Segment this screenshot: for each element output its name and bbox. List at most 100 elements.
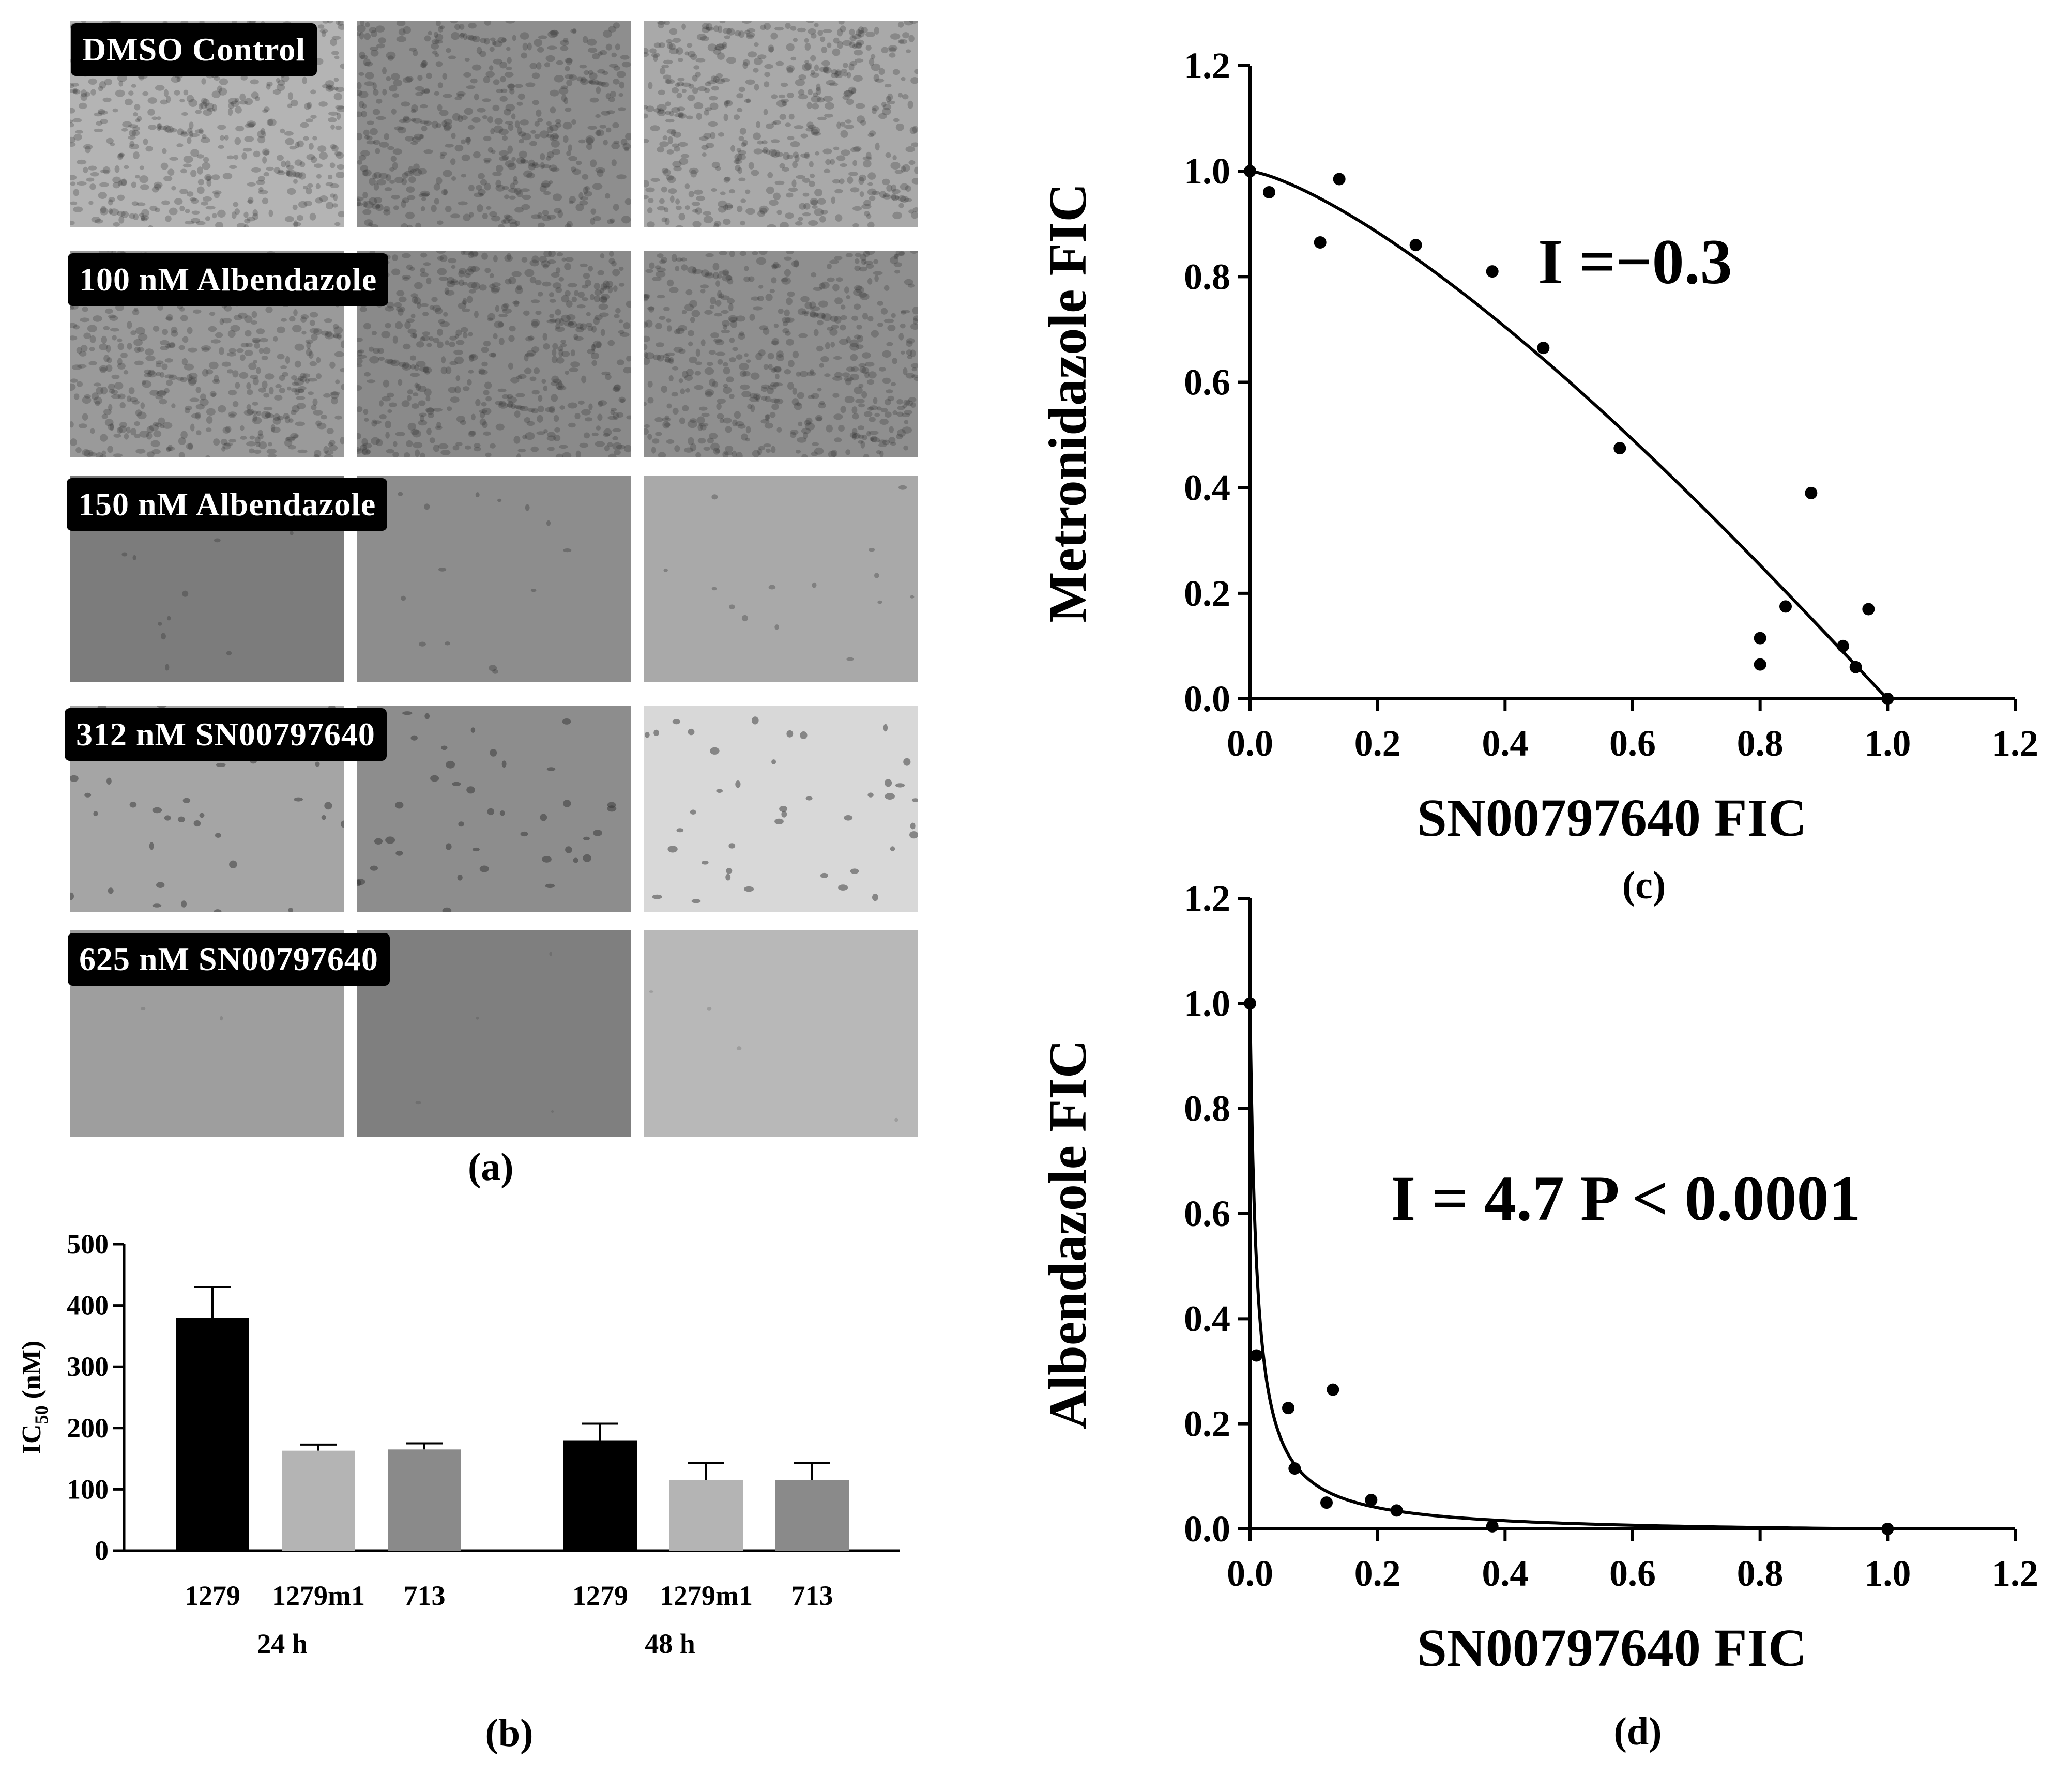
cell-speck [245, 123, 254, 128]
cell-speck [516, 190, 523, 197]
cell-speck [163, 176, 173, 181]
cell-speck [769, 46, 774, 53]
cell-speck [865, 264, 874, 269]
cell-speck [565, 66, 570, 72]
y-tick-label: 100 [67, 1474, 109, 1505]
cell-speck [362, 209, 372, 215]
cell-speck [590, 353, 599, 360]
cell-speck [736, 452, 743, 457]
cell-speck [781, 277, 791, 285]
cell-speck [561, 94, 567, 102]
cell-speck [595, 441, 605, 447]
cell-speck [293, 434, 299, 439]
cell-speck [445, 144, 454, 148]
cell-speck [485, 396, 492, 402]
cell-speck [550, 29, 559, 37]
cell-speck [804, 38, 809, 43]
cell-speck [533, 367, 540, 374]
cell-speck [219, 78, 228, 85]
cell-speck [431, 297, 438, 302]
cell-speck [666, 439, 675, 444]
cell-speck [595, 114, 601, 118]
cell-speck [70, 775, 79, 782]
cell-speck [877, 300, 883, 306]
cell-speck [573, 336, 584, 341]
cell-speck [367, 120, 374, 125]
cell-speck [517, 131, 526, 137]
cell-speck [268, 209, 273, 217]
cell-speck [294, 159, 302, 166]
cell-speck [358, 72, 364, 76]
cell-speck [151, 187, 159, 193]
cell-speck [854, 303, 861, 310]
cell-speck [219, 347, 224, 355]
cell-speck [338, 21, 344, 26]
cell-speck [228, 413, 236, 418]
cell-speck [559, 405, 565, 410]
cell-speck [854, 265, 861, 271]
cell-speck [623, 322, 631, 330]
cell-speck [117, 343, 125, 350]
cell-speck [521, 204, 530, 210]
cell-speck [782, 100, 787, 107]
cell-speck [432, 50, 438, 55]
cell-speck [235, 106, 242, 114]
cell-speck [100, 387, 108, 395]
group-label: 48 h [645, 1628, 695, 1659]
cell-speck [150, 440, 160, 448]
cell-speck [389, 180, 395, 184]
cell-speck [357, 406, 363, 412]
cell-speck [222, 426, 231, 434]
cell-speck [373, 183, 379, 191]
cell-speck [417, 75, 423, 81]
cell-speck [668, 357, 674, 364]
cell-speck [595, 167, 605, 174]
cell-speck [681, 82, 691, 87]
cell-speck [334, 415, 342, 420]
cell-speck [234, 137, 241, 145]
bar [282, 1450, 355, 1551]
cell-speck [121, 552, 128, 557]
cell-speck [413, 50, 418, 56]
cell-speck [509, 195, 516, 200]
cell-speck [815, 87, 821, 95]
cell-speck [396, 290, 405, 297]
cell-speck [545, 55, 555, 62]
cell-speck [797, 308, 806, 315]
cell-speck [247, 389, 253, 395]
cell-speck [891, 313, 896, 318]
cell-speck [865, 251, 875, 255]
cell-speck [72, 89, 81, 95]
cell-speck [273, 336, 278, 342]
cell-speck [739, 370, 747, 377]
cell-speck [763, 109, 768, 115]
cell-speck [398, 308, 404, 316]
cell-speck [882, 194, 892, 200]
cell-speck [253, 360, 257, 364]
cell-speck [507, 163, 516, 170]
cell-speck [470, 266, 480, 272]
cell-speck [376, 116, 386, 120]
cell-speck [190, 149, 200, 157]
cell-speck [430, 775, 439, 782]
cell-speck [834, 256, 843, 261]
cell-speck [308, 391, 314, 395]
cell-speck [456, 93, 465, 98]
cell-speck [752, 716, 759, 725]
cell-speck [168, 374, 177, 380]
cell-speck [754, 42, 759, 47]
cell-speck [295, 421, 306, 426]
cell-speck [511, 271, 522, 277]
cell-speck [723, 366, 730, 375]
cell-speck [537, 405, 544, 412]
cell-speck [162, 422, 173, 429]
cell-speck [582, 297, 589, 301]
cell-speck [147, 369, 155, 376]
cell-speck [843, 71, 848, 77]
cell-speck [365, 22, 370, 28]
cell-speck [869, 431, 879, 435]
cell-speck [804, 42, 811, 51]
cell-speck [96, 387, 104, 395]
cell-speck [911, 211, 918, 219]
cell-speck [661, 186, 667, 193]
